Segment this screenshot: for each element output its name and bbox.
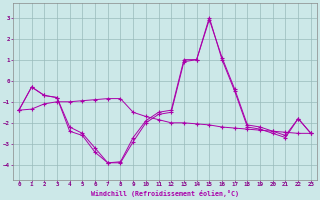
X-axis label: Windchill (Refroidissement éolien,°C): Windchill (Refroidissement éolien,°C) <box>91 190 239 197</box>
